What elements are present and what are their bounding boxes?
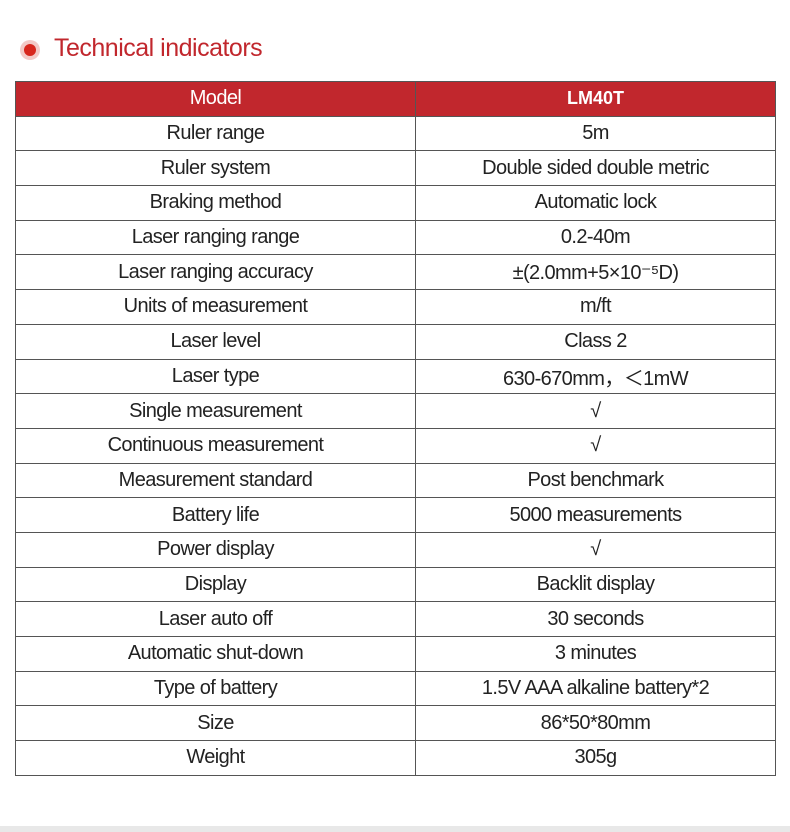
spec-value: 30 seconds	[415, 601, 776, 637]
spec-name: Units of measurement	[15, 289, 416, 325]
spec-value: 3 minutes	[415, 636, 776, 672]
table-row: Continuous measurement √	[15, 427, 776, 464]
spec-value: 0.2-40m	[415, 219, 776, 256]
spec-value: 1.5V AAA alkaline battery*2	[415, 670, 776, 707]
title-icon	[20, 40, 40, 60]
spec-value: Class 2	[415, 323, 776, 360]
table-row: Display Backlit display	[15, 566, 776, 603]
spec-name: Laser level	[15, 323, 416, 360]
table-row: Units of measurement m/ft	[15, 289, 776, 325]
table-row: Single measurement √	[15, 393, 776, 429]
table-row: Ruler system Double sided double metric	[15, 150, 776, 187]
spec-value: √	[415, 531, 776, 568]
table-row: Laser level Class 2	[15, 323, 776, 360]
header-row: Model LM40T	[15, 81, 776, 117]
spec-value: √	[415, 427, 776, 464]
spec-name: Continuous measurement	[15, 427, 416, 464]
spec-value: 5m	[415, 115, 776, 152]
spec-value: 86*50*80mm	[415, 705, 776, 742]
column-header: LM40T	[415, 81, 776, 117]
spec-name: Ruler range	[15, 115, 416, 152]
table-row: Power display √	[15, 531, 776, 568]
spec-value: Backlit display	[415, 566, 776, 603]
table-row: Braking method Automatic lock	[15, 185, 776, 221]
spec-value: √	[415, 393, 776, 429]
table-row: Automatic shut-down 3 minutes	[15, 636, 776, 672]
spec-value: 630-670mm，＜1mW	[415, 358, 776, 395]
table-row: Laser auto off 30 seconds	[15, 601, 776, 637]
spec-name: Size	[15, 705, 416, 742]
spec-value: m/ft	[415, 289, 776, 325]
table-row: Type of battery 1.5V AAA alkaline battery…	[15, 670, 776, 707]
section-title: Technical indicators	[54, 34, 263, 62]
spec-name: Braking method	[15, 185, 416, 221]
spec-value: Post benchmark	[415, 462, 776, 499]
spec-value: ±(2.0mm+5×10⁻⁵D)	[415, 254, 776, 291]
spec-name: Power display	[15, 531, 416, 568]
spec-name: Laser type	[15, 358, 416, 395]
spec-name: Single measurement	[15, 393, 416, 429]
table-row: Laser type 630-670mm，＜1mW	[15, 358, 776, 395]
spec-value: 5000 measurements	[415, 497, 776, 533]
spec-name: Automatic shut-down	[15, 636, 416, 672]
spec-name: Laser auto off	[15, 601, 416, 637]
spec-table: Model LM40T Ruler range 5m Ruler system Dou…	[15, 81, 776, 776]
spec-value: Double sided double metric	[415, 150, 776, 187]
spec-value: 305g	[415, 740, 776, 776]
spec-name: Laser ranging range	[15, 219, 416, 256]
spec-name: Display	[15, 566, 416, 603]
table-row: Laser ranging range 0.2-40m	[15, 219, 776, 256]
table-row: Weight 305g	[15, 740, 776, 776]
spec-name: Battery life	[15, 497, 416, 533]
table-row: Measurement standard Post benchmark	[15, 462, 776, 499]
table-row: Size 86*50*80mm	[15, 705, 776, 742]
table-row: Laser ranging accuracy ±(2.0mm+5×10⁻⁵D)	[15, 254, 776, 291]
spec-name: Weight	[15, 740, 416, 776]
spec-name: Ruler system	[15, 150, 416, 187]
spec-name: Laser ranging accuracy	[15, 254, 416, 291]
table-row: Battery life 5000 measurements	[15, 497, 776, 533]
spec-name: Measurement standard	[15, 462, 416, 499]
footer-bar	[0, 826, 790, 832]
table-row: Ruler range 5m	[15, 115, 776, 152]
spec-value: Automatic lock	[415, 185, 776, 221]
spec-name: Type of battery	[15, 670, 416, 707]
column-header: Model	[15, 81, 416, 117]
